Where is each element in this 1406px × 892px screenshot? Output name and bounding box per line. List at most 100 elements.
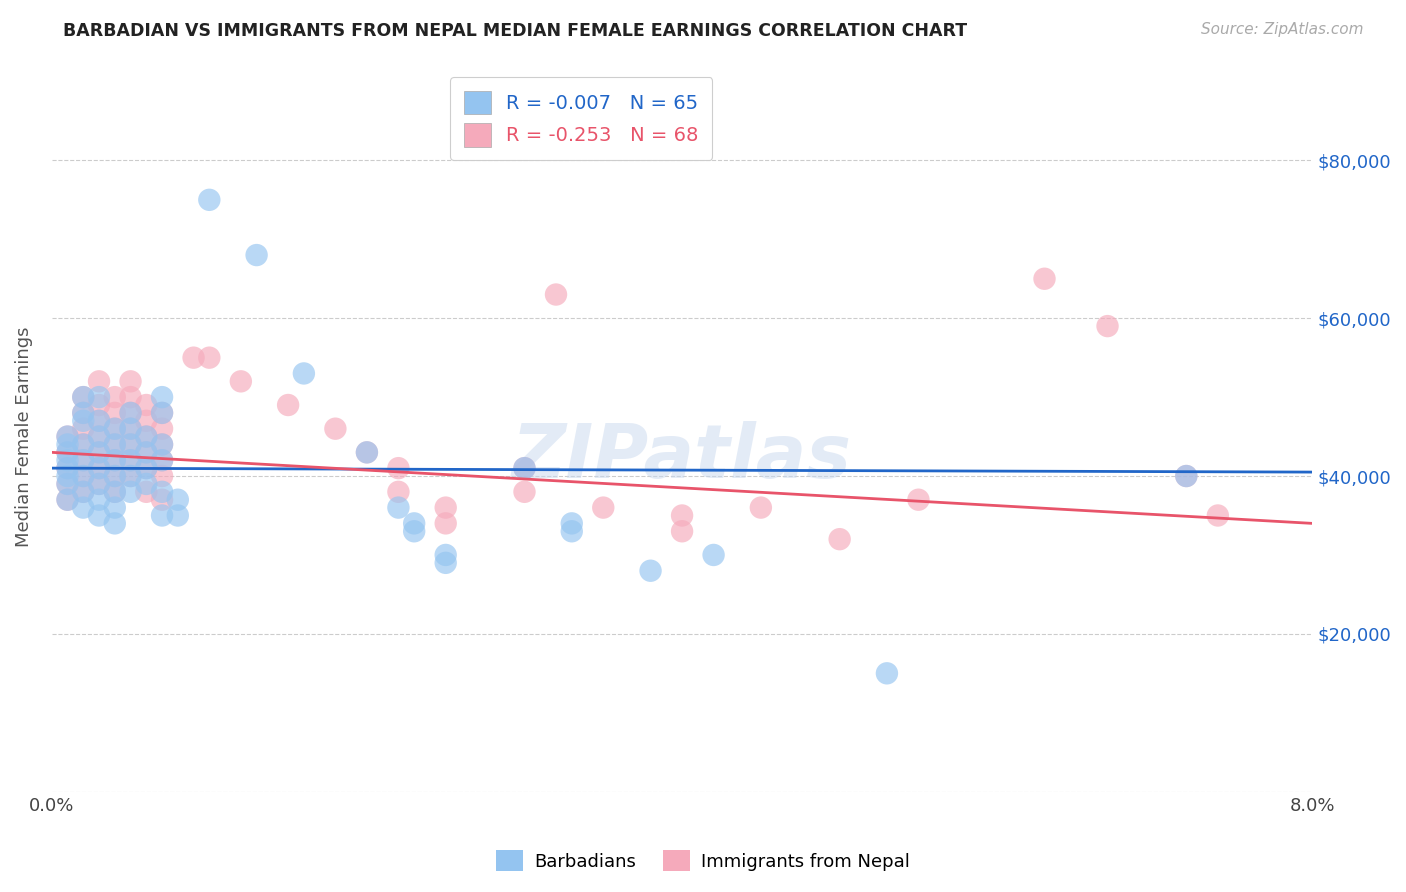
Point — [183, 351, 205, 365]
Point — [356, 445, 378, 459]
Point — [104, 437, 127, 451]
Point — [513, 461, 536, 475]
Point — [72, 469, 94, 483]
Point — [56, 492, 79, 507]
Point — [150, 422, 173, 436]
Point — [72, 453, 94, 467]
Point — [72, 437, 94, 451]
Point — [166, 492, 188, 507]
Point — [356, 445, 378, 459]
Point — [72, 406, 94, 420]
Point — [104, 422, 127, 436]
Point — [150, 406, 173, 420]
Point — [277, 398, 299, 412]
Point — [120, 422, 142, 436]
Point — [150, 437, 173, 451]
Point — [104, 453, 127, 467]
Point — [292, 367, 315, 381]
Point — [135, 414, 157, 428]
Point — [87, 429, 110, 443]
Point — [434, 516, 457, 531]
Point — [72, 484, 94, 499]
Point — [104, 390, 127, 404]
Point — [87, 414, 110, 428]
Point — [104, 422, 127, 436]
Point — [87, 461, 110, 475]
Point — [828, 532, 851, 546]
Point — [434, 500, 457, 515]
Point — [72, 390, 94, 404]
Point — [434, 556, 457, 570]
Point — [135, 445, 157, 459]
Point — [135, 461, 157, 475]
Point — [120, 406, 142, 420]
Point — [120, 484, 142, 499]
Text: Source: ZipAtlas.com: Source: ZipAtlas.com — [1201, 22, 1364, 37]
Point — [56, 469, 79, 483]
Point — [907, 492, 929, 507]
Point — [56, 429, 79, 443]
Point — [72, 422, 94, 436]
Point — [325, 422, 347, 436]
Point — [150, 453, 173, 467]
Point — [387, 484, 409, 499]
Point — [56, 429, 79, 443]
Point — [876, 666, 898, 681]
Point — [135, 461, 157, 475]
Point — [135, 398, 157, 412]
Point — [56, 445, 79, 459]
Point — [1175, 469, 1198, 483]
Point — [150, 390, 173, 404]
Point — [104, 437, 127, 451]
Point — [104, 516, 127, 531]
Text: ZIPatlas: ZIPatlas — [512, 421, 852, 494]
Point — [56, 445, 79, 459]
Point — [120, 469, 142, 483]
Point — [56, 477, 79, 491]
Point — [404, 524, 426, 539]
Point — [198, 351, 221, 365]
Point — [56, 492, 79, 507]
Point — [72, 437, 94, 451]
Point — [87, 508, 110, 523]
Point — [1033, 271, 1056, 285]
Point — [671, 524, 693, 539]
Point — [229, 375, 252, 389]
Point — [120, 437, 142, 451]
Point — [87, 477, 110, 491]
Point — [246, 248, 269, 262]
Point — [120, 375, 142, 389]
Point — [434, 548, 457, 562]
Point — [749, 500, 772, 515]
Point — [120, 406, 142, 420]
Point — [135, 429, 157, 443]
Y-axis label: Median Female Earnings: Median Female Earnings — [15, 326, 32, 547]
Point — [198, 193, 221, 207]
Point — [72, 390, 94, 404]
Point — [150, 492, 173, 507]
Point — [72, 453, 94, 467]
Point — [703, 548, 725, 562]
Point — [87, 445, 110, 459]
Point — [404, 516, 426, 531]
Point — [56, 453, 79, 467]
Point — [561, 524, 583, 539]
Point — [640, 564, 662, 578]
Point — [72, 484, 94, 499]
Point — [150, 453, 173, 467]
Point — [87, 461, 110, 475]
Point — [135, 477, 157, 491]
Point — [513, 461, 536, 475]
Point — [72, 469, 94, 483]
Point — [104, 469, 127, 483]
Point — [150, 469, 173, 483]
Point — [513, 484, 536, 499]
Point — [150, 406, 173, 420]
Point — [104, 484, 127, 499]
Point — [120, 437, 142, 451]
Point — [104, 484, 127, 499]
Point — [387, 500, 409, 515]
Point — [56, 461, 79, 475]
Point — [72, 414, 94, 428]
Point — [104, 500, 127, 515]
